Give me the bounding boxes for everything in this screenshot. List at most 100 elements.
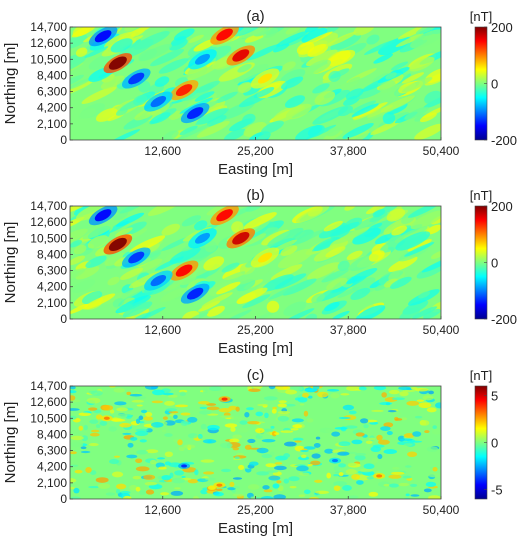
texture-blob [247,421,260,425]
texture-blob [246,407,254,411]
texture-blob [232,447,240,451]
texture-blob [365,440,373,445]
texture-blob [311,453,321,459]
texture-blob [230,426,236,432]
texture-blob [114,227,133,237]
texture-blob [90,429,100,433]
x-tick-label: 25,200 [237,323,274,337]
anomaly-core [195,232,210,244]
y-tick-label: 2,100 [37,296,67,310]
texture-blob [307,395,313,399]
texture-blob [88,53,117,70]
texture-blob [350,100,377,114]
texture-blob [75,47,88,57]
texture-blob [398,386,411,391]
texture-blob [262,274,294,292]
texture-blob [176,123,211,140]
y-tick-label: 0 [60,312,67,326]
texture-blob [174,487,181,490]
texture-blob [302,392,309,398]
texture-blob [277,410,291,415]
texture-blob [425,481,437,488]
texture-blob [136,404,143,407]
anomaly-core [108,237,127,252]
texture-blob [206,115,227,127]
texture-blob [359,468,373,473]
texture-blob [346,250,363,261]
texture-blob [113,455,121,458]
texture-blob [111,471,124,478]
chart-panel: (a) 0 2,100 4,200 6,300 8,400 10,500 12,600 14,7… [2,8,517,178]
texture-blob [192,495,200,499]
texture-blob [89,419,99,424]
texture-blob [162,416,168,420]
texture-blob [422,104,441,119]
texture-blob [202,439,217,444]
panel-label: (a) [246,8,264,25]
anomaly-core [128,72,145,85]
anomaly-core [108,56,127,70]
y-tick-label: 2,100 [37,117,67,131]
texture-blob [232,434,242,439]
texture-blob [285,27,301,35]
texture-blob [180,420,189,426]
x-tick-label: 50,400 [423,144,460,158]
texture-blob [255,428,265,434]
texture-blob [70,386,76,390]
anomaly-core [195,53,210,65]
anomaly-core [257,73,273,84]
texture-blob [398,482,410,487]
texture-blob [201,292,233,308]
texture-blob [402,475,412,479]
texture-blob [207,424,220,431]
texture-blob [363,424,369,429]
texture-blob [386,431,393,436]
texture-blob [423,308,441,319]
texture-blob [390,61,409,71]
texture-blob [102,404,114,411]
texture-blob [129,484,138,491]
texture-blob [236,427,249,433]
texture-blob [199,410,212,415]
texture-blob [70,486,75,490]
panel-label: (c) [247,367,265,384]
y-tick-label: 14,700 [30,379,67,393]
texture-blob [388,389,400,395]
texture-blob [205,477,216,481]
x-tick-label: 12,600 [144,503,181,517]
texture-blob [180,412,191,416]
texture-blob [268,386,276,390]
texture-blob [187,416,198,423]
texture-blob [235,406,240,412]
texture-blob [70,435,84,441]
texture-blob [237,82,252,93]
texture-blob [312,83,330,94]
anomaly-core [186,107,204,120]
texture-blob [104,252,128,266]
texture-blob [298,472,310,476]
texture-blob [138,415,144,421]
y-tick-label: 12,600 [30,36,67,50]
anomaly-core [181,464,188,468]
texture-blob [354,452,367,456]
texture-blob [252,386,263,389]
texture-blob [109,409,115,414]
texture-blob [264,444,277,448]
texture-blob [236,279,256,292]
texture-blob [149,459,157,465]
texture-blob [294,440,302,443]
texture-blob [391,225,408,236]
texture-blob [120,267,144,280]
texture-blob [267,227,304,247]
texture-blob [421,420,430,426]
texture-blob [317,391,329,398]
texture-blob [197,401,210,405]
texture-blob [410,483,418,488]
texture-blob [325,27,340,33]
texture-blob [70,395,76,401]
y-tick-label: 14,700 [30,20,67,34]
anomaly-core [150,274,167,287]
texture-blob [135,458,143,464]
texture-blob [256,447,269,454]
